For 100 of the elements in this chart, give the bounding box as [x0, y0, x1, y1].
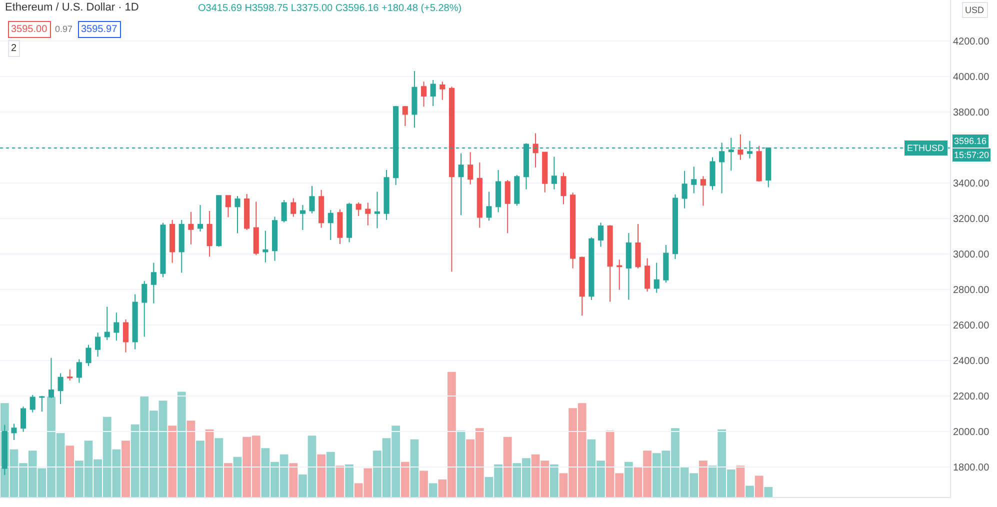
candlestick	[700, 176, 706, 206]
candlestick	[570, 192, 576, 269]
candlestick	[216, 194, 222, 248]
candlestick	[626, 232, 632, 300]
annotation: O3415.69 H3598.75 L3375.00 C3596.16 +180.48 (+5.28%)	[198, 3, 462, 14]
candlestick	[188, 211, 194, 245]
candlestick	[39, 395, 45, 412]
candlestick	[384, 170, 390, 220]
candlestick	[458, 152, 464, 216]
candlestick	[104, 306, 110, 341]
bar	[289, 463, 298, 497]
candlestick	[150, 262, 156, 304]
candlestick	[635, 224, 641, 269]
bar	[550, 464, 558, 497]
candlestick	[607, 224, 613, 302]
candlestick	[691, 166, 697, 194]
candlestick	[253, 201, 259, 256]
y-tick-label: 4000.00	[953, 72, 990, 83]
candlestick	[420, 81, 427, 108]
candlestick	[374, 191, 380, 229]
bar	[224, 463, 232, 497]
candlestick	[30, 394, 36, 413]
candlestick	[616, 259, 622, 290]
candlestick	[11, 423, 17, 441]
candlestick	[132, 294, 138, 350]
candlestick	[504, 179, 510, 234]
candlestick	[644, 258, 650, 292]
candlestick	[440, 81, 446, 100]
candlestick	[197, 204, 204, 232]
candlestick	[551, 156, 557, 190]
candlestick	[309, 186, 315, 214]
bar	[186, 420, 196, 497]
candlestick	[225, 194, 231, 218]
candlestick	[738, 134, 744, 160]
bar	[624, 462, 633, 497]
candlestick	[532, 132, 538, 168]
bar	[196, 440, 204, 497]
candlestick	[356, 202, 362, 217]
candlestick	[430, 80, 436, 106]
candlestick	[122, 318, 129, 353]
bar	[177, 392, 186, 497]
candlestick	[290, 198, 296, 218]
candlestick	[560, 172, 566, 205]
candlestick	[328, 209, 334, 240]
y-tick-label: 3200.00	[953, 214, 990, 225]
y-tick-label: 1800.00	[953, 462, 990, 474]
annotation: 2	[11, 43, 17, 54]
candlestick	[337, 208, 343, 245]
candlestick	[346, 202, 352, 243]
bar	[168, 426, 176, 497]
y-tick-label: 2200.00	[953, 391, 990, 402]
candlestick	[365, 202, 371, 226]
y-tick-label: 4200.00	[953, 36, 990, 48]
candlestick	[579, 256, 585, 316]
candlestick	[142, 280, 148, 338]
bar	[317, 454, 326, 497]
candlestick	[206, 210, 212, 258]
candlestick	[468, 152, 474, 185]
bar	[410, 439, 419, 497]
bar	[122, 440, 130, 497]
text: USD	[965, 5, 984, 15]
bar	[326, 452, 335, 497]
bar	[214, 438, 224, 497]
bar	[400, 462, 410, 497]
candlestick	[486, 191, 492, 222]
candlestick	[476, 162, 482, 228]
annotation: 3595.97	[81, 24, 118, 35]
candlestick	[300, 204, 306, 231]
y-tick-label: 2600.00	[953, 320, 990, 332]
candlestick	[318, 189, 324, 228]
chart-title: Ethereum / U.S. Dollar · 1D	[4, 2, 139, 14]
bar	[764, 486, 773, 497]
text: 3596.16	[954, 136, 987, 146]
bar	[205, 429, 214, 497]
candlestick	[20, 406, 26, 432]
candlestick	[402, 105, 408, 127]
candlestick	[58, 372, 64, 404]
candlestick	[412, 70, 418, 128]
y-tick-label: 2400.00	[953, 356, 990, 367]
candlestick	[160, 222, 166, 278]
bar	[345, 464, 354, 497]
bar	[736, 466, 745, 497]
annotation: 3595.00	[11, 24, 48, 35]
candlestick	[598, 222, 604, 248]
candlestick	[178, 219, 184, 274]
candlestick	[710, 156, 716, 190]
candlestick	[542, 152, 548, 193]
candlestick	[654, 262, 660, 294]
candlestick	[281, 200, 287, 223]
candlestick	[663, 244, 669, 284]
candlestick	[272, 216, 278, 262]
candlestick	[756, 145, 762, 182]
candlestick	[76, 358, 82, 384]
bar	[233, 456, 242, 497]
candlestick	[86, 344, 92, 366]
candlestick	[496, 170, 502, 213]
y-tick-label: 3400.00	[953, 178, 990, 190]
bar	[420, 470, 428, 497]
y-tick-label: 3800.00	[953, 107, 990, 118]
bar	[66, 446, 74, 497]
